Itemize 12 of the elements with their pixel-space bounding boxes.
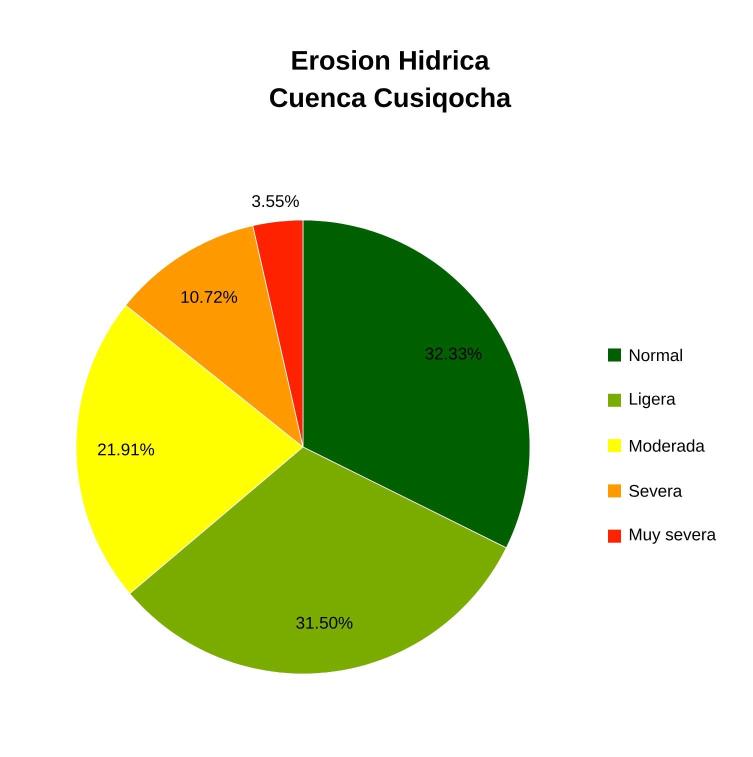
data-label: 32.33% bbox=[425, 348, 482, 360]
chart-title: Erosion Hidrica bbox=[292, 50, 490, 70]
legend-label: Ligera bbox=[630, 392, 676, 408]
chart-subtitle: Cuenca Cusiqocha bbox=[270, 87, 512, 113]
legend-label: Severa bbox=[629, 484, 682, 497]
data-label: 10.72% bbox=[182, 290, 238, 303]
data-label: 3.55% bbox=[252, 195, 299, 208]
legend-label: Muy severa bbox=[630, 528, 716, 544]
legend-label: Moderada bbox=[630, 439, 705, 452]
data-label: 31.50% bbox=[296, 616, 352, 629]
data-label: 21.91% bbox=[98, 443, 154, 456]
legend-label: Normal bbox=[630, 348, 682, 362]
